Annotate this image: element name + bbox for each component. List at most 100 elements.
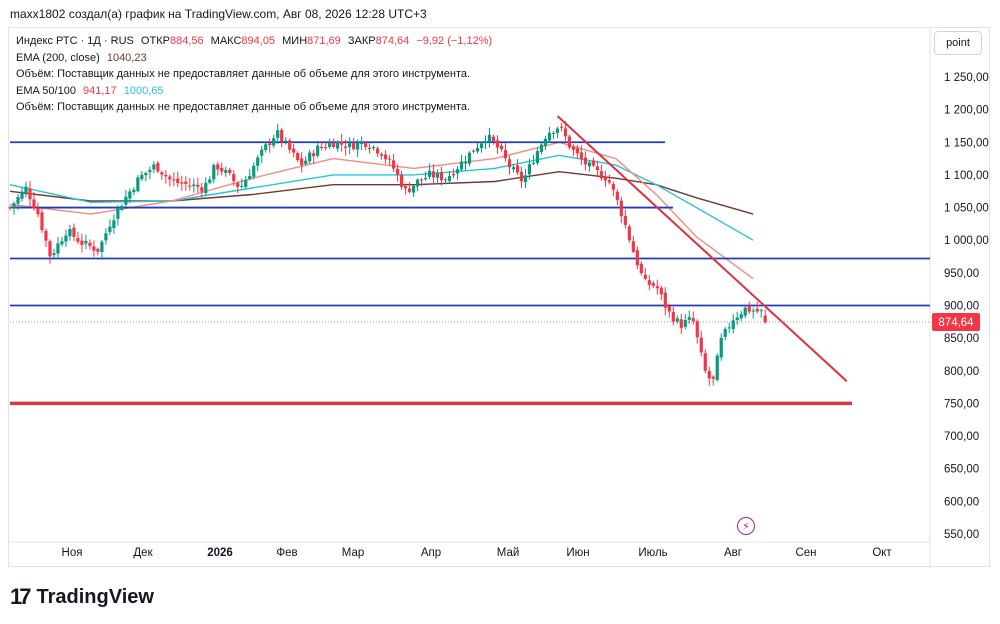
candle-body <box>12 203 16 208</box>
candle-body <box>380 154 384 156</box>
lightning-icon[interactable]: ⚡ <box>737 517 755 535</box>
candle-body <box>615 191 619 201</box>
candle-body <box>407 188 412 192</box>
candle-body <box>655 286 659 289</box>
candle-body <box>423 177 428 180</box>
candle-body <box>348 142 352 147</box>
candle-body <box>240 185 244 187</box>
candle-body <box>204 182 208 194</box>
candle-body <box>755 308 759 312</box>
candle-body <box>40 212 44 231</box>
candle-body <box>152 164 156 170</box>
candle-body <box>36 208 40 215</box>
candle-body <box>328 142 332 148</box>
candle-body <box>583 157 587 165</box>
y-tick-label: 800,00 <box>944 366 979 378</box>
candle-body <box>603 177 607 181</box>
legend-change-value: −9,92 (−1,12%) <box>416 35 493 47</box>
candle-body <box>487 134 492 142</box>
candle-body <box>479 143 484 149</box>
legend-ema200-row[interactable]: EMA (200, close) 1040,23 <box>16 50 492 67</box>
y-tick-label: 550,00 <box>944 529 979 541</box>
candle-body <box>160 172 164 175</box>
candle-body <box>76 237 80 242</box>
candle-body <box>172 179 176 181</box>
legend-ema200-value: 1040,23 <box>106 51 147 64</box>
candle-body <box>376 148 380 154</box>
candle-body <box>176 178 180 184</box>
candle-body <box>256 157 260 166</box>
candle-body <box>703 353 707 371</box>
candle-body <box>503 149 508 159</box>
candle-body <box>499 145 504 150</box>
candle-body <box>383 154 388 160</box>
scale-mode-button[interactable]: point <box>934 31 982 55</box>
x-tick-label: Фев <box>276 547 297 559</box>
candle-body <box>411 185 416 193</box>
candle-body <box>8 207 12 209</box>
candle-body <box>447 175 452 182</box>
legend-open-value: 884,56 <box>169 35 204 47</box>
candle-body <box>248 175 252 179</box>
candle-body <box>212 165 216 180</box>
legend-low-value: 871,69 <box>307 35 341 47</box>
legend-symbol[interactable]: Индекс РТС · 1Д · RUS <box>16 35 134 47</box>
candle-body <box>587 162 591 167</box>
candle-body <box>364 143 368 147</box>
candle-body <box>272 138 276 146</box>
candle-body <box>683 319 687 327</box>
candle-body <box>747 305 751 312</box>
candle-body <box>84 240 88 244</box>
candle-body <box>399 174 404 187</box>
candle-body <box>108 226 112 233</box>
candle-body <box>148 170 152 173</box>
tradingview-logo-icon: 17 <box>10 584 32 609</box>
tradingview-logo[interactable]: 17 TradingView <box>10 584 154 610</box>
chart-frame[interactable] <box>8 27 990 567</box>
candle-body <box>527 164 532 175</box>
candle-body <box>559 126 564 128</box>
legend-ema-row[interactable]: EMA 50/100 941,17 1000,65 <box>16 83 492 100</box>
candle-body <box>667 305 671 312</box>
candle-body <box>164 175 168 177</box>
candle-body <box>715 355 719 381</box>
candle-body <box>727 327 731 329</box>
legend-symbol-row: Индекс РТС · 1Д · RUS ОТКР884,56 МАКС894… <box>16 33 492 50</box>
candle-body <box>320 146 324 148</box>
candle-body <box>316 145 320 156</box>
candle-body <box>467 152 472 164</box>
candle-body <box>483 141 488 144</box>
candle-body <box>591 160 595 166</box>
x-tick-label: Июн <box>566 547 589 559</box>
candle-body <box>751 310 755 312</box>
candle-body <box>244 179 248 187</box>
candle-body <box>284 140 288 142</box>
legend-volume-note-2: Объём: Поставщик данных не предоставляет… <box>16 101 471 113</box>
candle-body <box>280 129 284 142</box>
candle-body <box>192 184 196 187</box>
candle-body <box>555 128 560 133</box>
candle-body <box>439 171 444 181</box>
candle-body <box>623 215 627 225</box>
candle-body <box>336 142 340 149</box>
x-tick-label: Апр <box>421 547 441 559</box>
candle-body <box>264 144 268 150</box>
legend-high-value: 894,05 <box>241 35 276 47</box>
candle-body <box>639 263 643 274</box>
candle-body <box>475 147 480 152</box>
candle-body <box>463 161 468 164</box>
candle-body <box>276 130 280 138</box>
y-tick-label: 900,00 <box>944 301 979 313</box>
y-tick-label: 1 150,00 <box>944 137 989 149</box>
candle-body <box>731 320 735 330</box>
candle-body <box>100 241 104 252</box>
y-tick-label: 850,00 <box>944 333 979 345</box>
candle-body <box>635 250 639 266</box>
candle-body <box>451 174 456 176</box>
candle-body <box>304 160 308 164</box>
candle-body <box>140 174 144 180</box>
candle-body <box>535 151 540 164</box>
candle-body <box>691 318 695 322</box>
legend-ema100-value: 1000,65 <box>123 84 164 97</box>
